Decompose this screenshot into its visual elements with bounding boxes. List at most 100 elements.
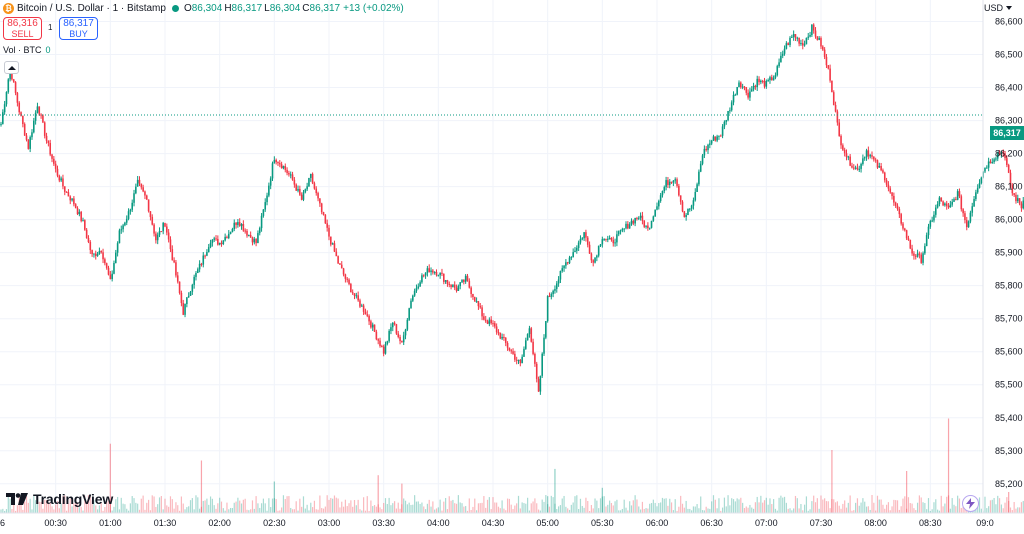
volume-bar <box>536 503 538 513</box>
candle-body <box>574 250 576 253</box>
candle-body <box>719 135 722 137</box>
candle-body <box>466 275 469 281</box>
sell-button[interactable]: 86,316 SELL <box>3 17 42 40</box>
candle-body <box>818 38 820 40</box>
candle-body <box>393 322 396 325</box>
candle-body <box>255 238 257 244</box>
sell-price: 86,316 <box>7 18 38 29</box>
volume-bar <box>776 510 778 513</box>
candle-body <box>745 87 748 93</box>
candle-body <box>342 268 345 275</box>
candle-body <box>925 235 928 247</box>
volume-bar <box>754 502 756 513</box>
candle-body <box>774 75 777 78</box>
candle-body <box>282 166 285 169</box>
candle-body <box>512 351 514 354</box>
candle-body <box>388 330 390 342</box>
candle-body <box>896 205 899 209</box>
candle-body <box>592 260 595 263</box>
volume-bar <box>594 498 596 513</box>
volume-bar <box>390 505 392 513</box>
volume-bar <box>953 504 955 513</box>
volume-bar <box>217 503 219 513</box>
volume-bar <box>364 510 367 513</box>
buy-button[interactable]: 86,317 BUY <box>59 17 98 40</box>
volume-bar <box>86 503 88 513</box>
volume-bar <box>997 495 999 513</box>
volume-bar <box>652 499 654 513</box>
candle-body <box>581 238 584 240</box>
candle-body <box>136 179 139 187</box>
candle-body <box>770 77 773 81</box>
candle-body <box>976 187 979 193</box>
volume-bar <box>756 496 758 513</box>
volume-bar <box>630 505 633 513</box>
price-tick-label: 85,800 <box>995 281 1023 291</box>
candle-body <box>652 216 655 221</box>
candle-body <box>404 329 407 336</box>
candle-body <box>811 24 813 36</box>
candle-body <box>798 37 800 44</box>
volume-bar <box>4 510 6 513</box>
candle-body <box>419 282 421 287</box>
volume-bar <box>610 502 613 513</box>
open-key: O <box>183 2 192 14</box>
volume-bar <box>361 510 363 513</box>
collapse-legend-button[interactable] <box>4 61 19 74</box>
currency-selector[interactable]: USD <box>984 3 1012 13</box>
candle-body <box>31 132 33 138</box>
candle-body <box>605 238 607 240</box>
symbol-title[interactable]: Bitcoin / U.S. Dollar · 1 · Bitstamp <box>17 2 166 14</box>
candle-body <box>659 195 662 201</box>
candle-body <box>965 220 968 228</box>
volume-bar <box>142 495 144 513</box>
volume-bar <box>326 495 328 513</box>
candle-body <box>220 242 223 245</box>
volume-bar <box>691 510 693 513</box>
volume-bar <box>896 500 899 513</box>
volume-bar <box>7 496 9 513</box>
volume-bar <box>734 501 736 513</box>
volume-bar <box>281 507 283 513</box>
volume-bar <box>583 507 585 513</box>
volume-bar <box>78 507 80 513</box>
time-tick-label: 01:30 <box>154 518 177 528</box>
candle-body <box>776 66 779 76</box>
candle-body <box>109 274 112 280</box>
volume-bar <box>683 507 685 513</box>
volume-bar <box>796 498 798 513</box>
candle-body <box>360 305 363 307</box>
volume-bar <box>773 499 775 513</box>
volume-bar <box>153 496 155 513</box>
volume-bar <box>213 505 215 513</box>
candle-body <box>681 201 684 212</box>
candle-body <box>710 140 713 144</box>
volume-spike <box>547 496 549 513</box>
candle-body <box>738 82 740 87</box>
volume-bar <box>561 498 563 513</box>
candle-body <box>661 190 664 196</box>
lightning-icon[interactable] <box>962 495 979 512</box>
volume-bar <box>186 507 188 513</box>
tradingview-logo[interactable]: TradingView <box>6 491 113 507</box>
candle-body <box>151 216 154 225</box>
volume-bar <box>831 499 833 513</box>
volume-bar <box>215 508 217 513</box>
volume-bar <box>534 498 536 513</box>
candle-body <box>213 238 215 240</box>
candle-body <box>743 86 746 88</box>
volume-bar <box>645 508 647 513</box>
price-axis: 86,600 86,500 86,400 86,300 86,200 86,100 86,0… <box>995 17 1023 489</box>
candle-body <box>133 193 135 203</box>
candle-body <box>679 195 682 202</box>
candle-body <box>869 155 871 157</box>
volume-bar <box>158 497 161 513</box>
volume-bar <box>906 508 908 513</box>
volume-bar <box>302 496 305 513</box>
volume-legend[interactable]: Vol · BTC 0 <box>3 45 51 55</box>
volume-bar <box>878 499 880 513</box>
candle-body <box>226 236 228 238</box>
volume-bar <box>441 510 443 513</box>
volume-bar <box>206 498 208 513</box>
